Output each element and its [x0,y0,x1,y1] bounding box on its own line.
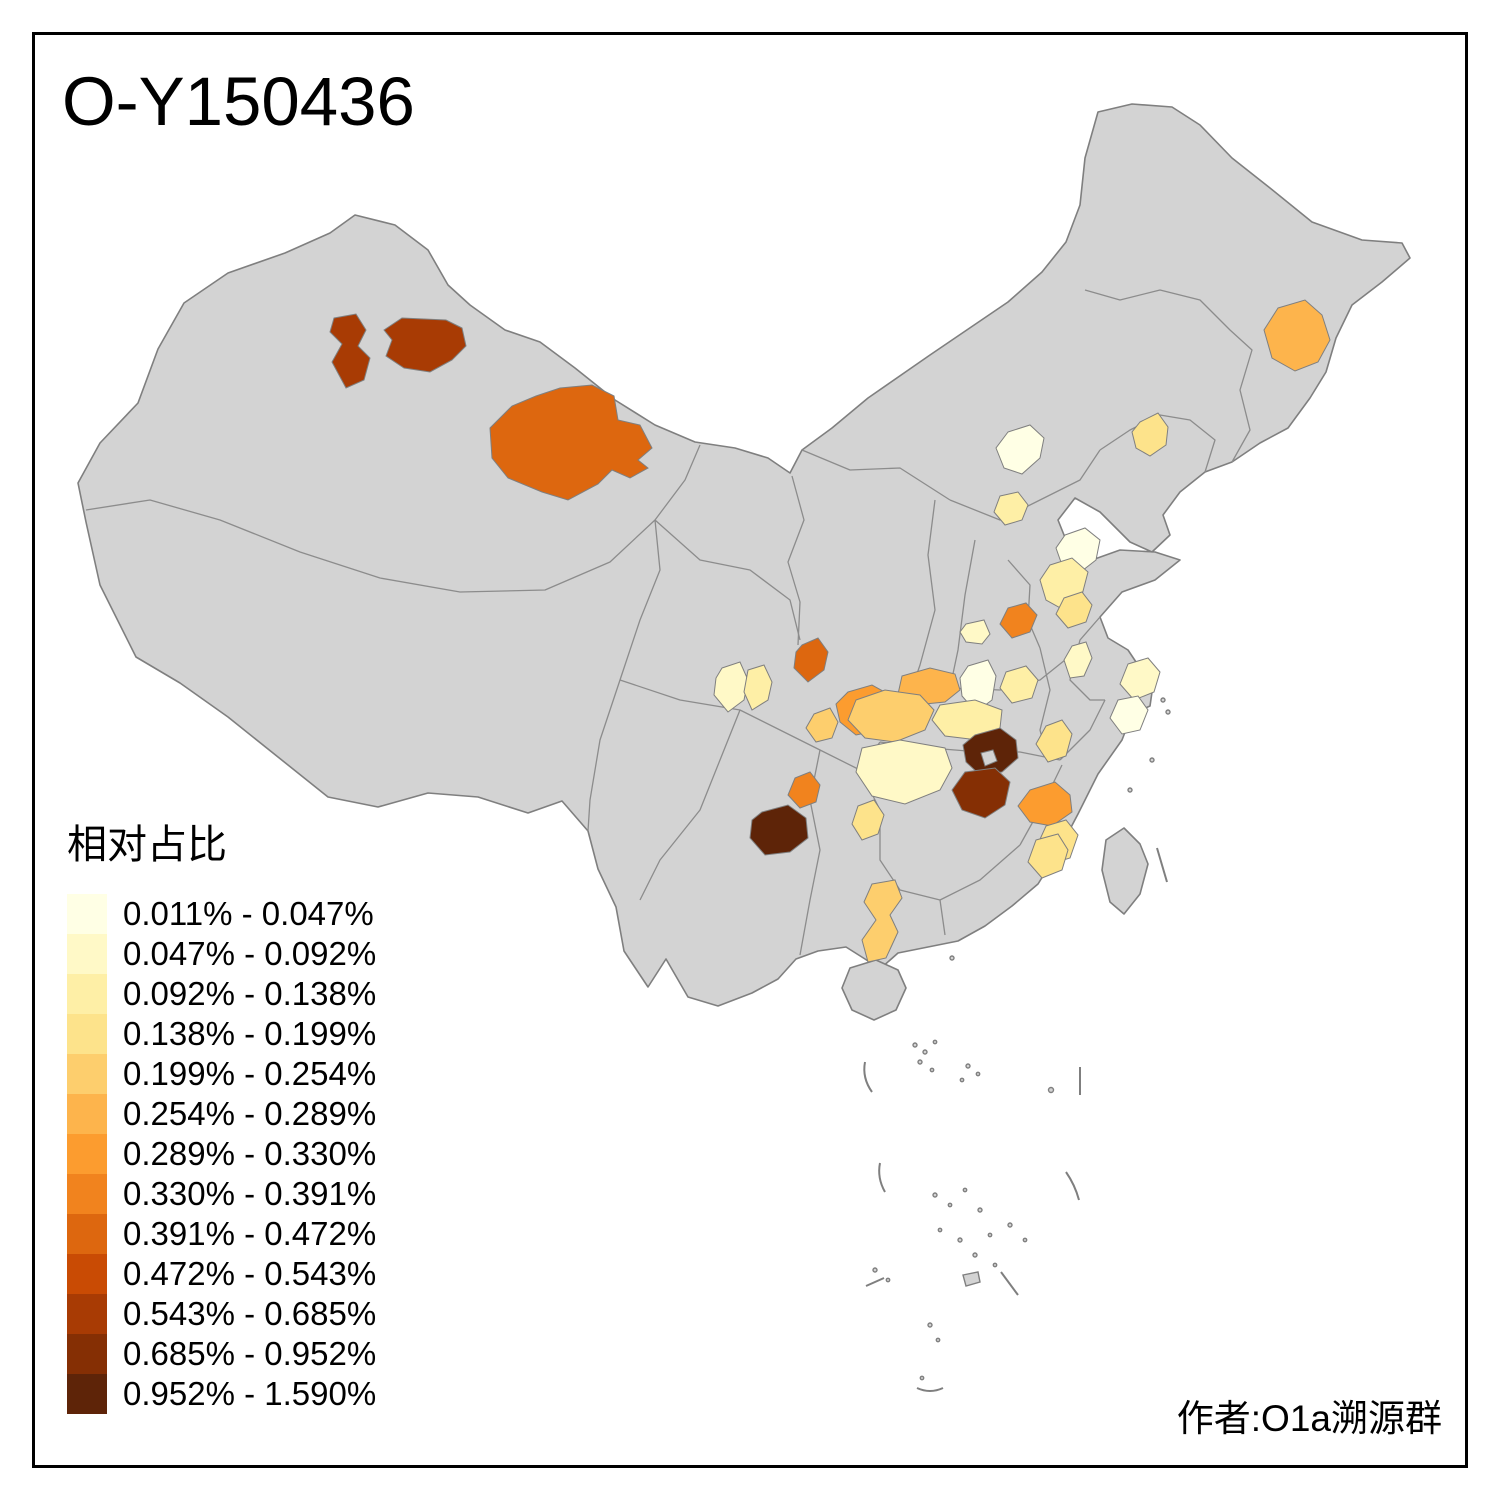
legend-row: 0.289% - 0.330% [67,1134,376,1174]
hainan-island [841,959,907,1021]
legend-row: 0.330% - 0.391% [67,1174,376,1214]
legend-swatch [67,1334,107,1374]
legend-swatch [67,1174,107,1214]
map-region-hebei-south [993,491,1029,526]
map-region-zhejiang-north [1109,695,1149,735]
legend-label: 0.952% - 1.590% [123,1375,377,1412]
map-region-shaanxi-south [793,637,829,683]
legend-row: 0.472% - 0.543% [67,1254,376,1294]
map-region-hunan-southwest [787,771,821,809]
map-region-hunan-central [855,739,953,805]
map-region-henan-north [999,602,1038,639]
legend-label: 0.199% - 0.254% [123,1055,377,1092]
legend-rows: 0.011% - 0.047% 0.047% - 0.092% 0.092% - 0… [67,894,376,1414]
legend-label: 0.472% - 0.543% [123,1255,377,1292]
map-region-fujian-northwest [1027,833,1069,879]
legend-label: 0.289% - 0.330% [123,1135,377,1172]
legend-row: 0.092% - 0.138% [67,974,376,1014]
legend-swatch [67,1094,107,1134]
legend-swatch [67,1214,107,1254]
legend-label: 0.138% - 0.199% [123,1015,377,1052]
map-region-beijing-area [995,424,1045,475]
legend-swatch [67,1374,107,1414]
map-region-yunnan-east-dark [749,804,809,856]
legend-row: 0.011% - 0.047% [67,894,376,934]
legend-label: 0.685% - 0.952% [123,1335,377,1372]
province-boundaries [85,289,1253,956]
map-region-guizhou-north [805,707,839,743]
legend-row: 0.685% - 0.952% [67,1334,376,1374]
legend-label: 0.254% - 0.289% [123,1095,377,1132]
map-region-henan-south [959,619,991,645]
legend-label: 0.330% - 0.391% [123,1175,377,1212]
legend-label: 0.047% - 0.092% [123,935,377,972]
nine-dash-line-segments [863,847,1168,1392]
attribution-text: 作者:O1a溯源群 [1176,1398,1442,1439]
legend-label: 0.092% - 0.138% [123,975,377,1012]
legend-row: 0.047% - 0.092% [67,934,376,974]
legend-swatch [67,894,107,934]
legend-row: 0.254% - 0.289% [67,1094,376,1134]
legend-swatch [67,1134,107,1174]
map-region-hunan-southeast [951,767,1011,819]
legend-swatch [67,1054,107,1094]
map-region-hunan-northwest [847,689,935,743]
legend-row: 0.543% - 0.685% [67,1294,376,1334]
map-region-jiangsu-north [1055,591,1093,629]
south-china-sea-islets [872,697,1171,1381]
map-region-hunan-south [851,799,885,841]
map-region-jiangxi-central [1017,781,1073,827]
legend-swatch [67,934,107,974]
map-region-jiangsu-south [1063,641,1093,679]
legend-row: 0.138% - 0.199% [67,1014,376,1054]
map-region-sichuan-ne-a [713,661,749,713]
map-region-shanghai-area [1119,657,1161,701]
map-region-jilin-central [1131,412,1169,457]
map-region-sichuan-ne-b [743,664,773,711]
legend-label: 0.543% - 0.685% [123,1295,377,1332]
legend-row: 0.391% - 0.472% [67,1214,376,1254]
choropleth-regions [329,299,1331,963]
legend-swatch [67,1294,107,1334]
legend-label: 0.011% - 0.047% [123,895,374,932]
legend-label: 0.391% - 0.472% [123,1215,377,1252]
map-region-anhui-south [1035,719,1073,763]
legend-swatch [67,1014,107,1054]
page-title: O-Y150436 [62,63,415,140]
map-region-guangxi-south-strip [861,879,903,963]
taiwan-island [1101,827,1149,915]
legend-row: 0.199% - 0.254% [67,1054,376,1094]
legend-title: 相对占比 [67,823,227,867]
map-region-xinjiang-east-large [489,384,653,501]
map-region-hunan-east-hole [980,749,998,767]
legend-row: 0.952% - 1.590% [67,1374,376,1414]
map-region-heilongjiang-east [1263,299,1331,372]
legend-swatch [67,974,107,1014]
map-region-hubei-northeast [999,665,1039,704]
map-region-xinjiang-nw-a [329,313,371,389]
legend-swatch [67,1254,107,1294]
map-region-xinjiang-nw-b [383,317,467,373]
legend: 相对占比 0.011% - 0.047% 0.047% - 0.092% 0.092… [67,812,376,1414]
